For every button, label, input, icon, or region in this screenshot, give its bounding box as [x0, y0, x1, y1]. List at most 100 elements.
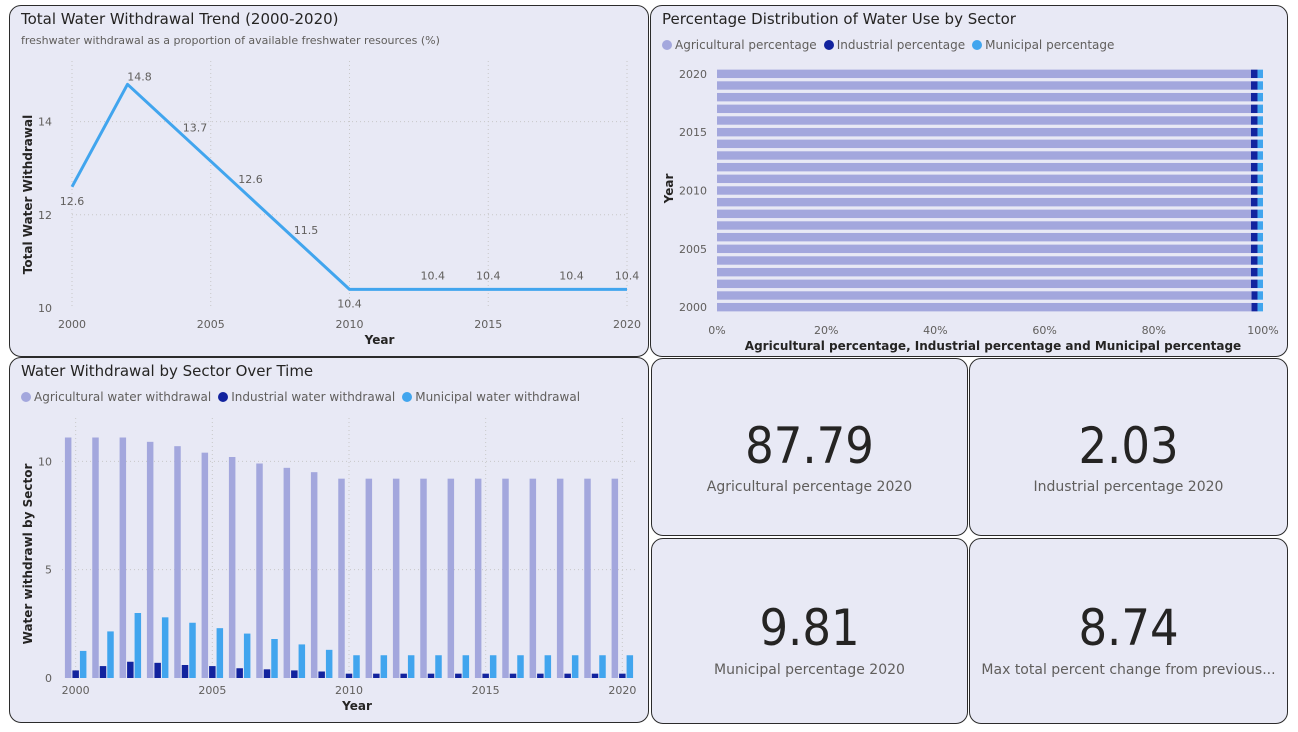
x-tick-label: 60% — [1032, 324, 1056, 337]
column-bar — [392, 478, 400, 678]
column-bar — [474, 478, 482, 678]
column-bar — [291, 670, 298, 678]
column-bar — [228, 457, 236, 678]
kpi-card-agricultural[interactable]: 87.79 Agricultural percentage 2020 — [651, 358, 968, 536]
column-bar — [447, 478, 455, 678]
column-bar — [189, 622, 196, 678]
column-bar — [537, 673, 544, 678]
bar-segment — [1250, 209, 1258, 219]
column-bar — [626, 655, 634, 678]
sector-title: Water Withdrawal by Sector Over Time — [21, 362, 314, 380]
legend-item-industrial-percentage[interactable]: Industrial percentage — [823, 38, 965, 52]
y-tick-label: 2000 — [679, 301, 707, 314]
column-bar — [154, 662, 161, 678]
point-label: 10.4 — [337, 297, 362, 310]
kpi-label: Max total percent change from previous..… — [981, 662, 1276, 678]
bar-segment — [717, 279, 1251, 289]
bar-segment — [1257, 174, 1263, 184]
kpi-value: 2.03 — [1078, 417, 1179, 475]
legend-label: Municipal water withdrawal — [415, 390, 581, 404]
sector-column-chart[interactable]: 0 5 10 2000 2005 2010 2015 2020 Year Water withdr… — [10, 358, 648, 722]
x-tick-label: 40% — [923, 324, 947, 337]
column-bar — [79, 650, 87, 678]
column-bar — [353, 655, 360, 678]
y-axis-title: Water withdrawl by Sector — [21, 464, 35, 645]
distribution-legend: Agricultural percentage Industrial perce… — [662, 38, 1114, 52]
bar-segment — [1257, 81, 1263, 90]
legend-item-industrial-withdrawal[interactable]: Industrial water withdrawal — [218, 390, 395, 404]
column-bar — [209, 666, 216, 678]
legend-item-municipal-percentage[interactable]: Municipal percentage — [972, 38, 1114, 52]
kpi-card-industrial[interactable]: 2.03 Industrial percentage 2020 — [969, 358, 1288, 536]
legend-item-agricultural-percentage[interactable]: Agricultural percentage — [662, 38, 817, 52]
x-tick-label: 0% — [708, 324, 725, 337]
trend-card[interactable]: Total Water Withdrawal Trend (2000-2020)… — [9, 5, 649, 357]
column-bar — [216, 628, 224, 678]
legend-label: Industrial water withdrawal — [231, 390, 396, 404]
sector-card[interactable]: Water Withdrawal by Sector Over Time Agr… — [9, 357, 649, 723]
column-bar — [201, 452, 209, 678]
legend-dot-municipal — [972, 40, 983, 50]
bar-segment — [1257, 139, 1263, 149]
column-bar — [119, 437, 127, 678]
distribution-bar-chart[interactable]: 0% 20% 40% 60% 80% 100% 2000 2005 2010 2015 2020 Ag… — [651, 6, 1287, 356]
column-bar — [99, 666, 107, 678]
column-bar — [544, 655, 552, 678]
x-axis-title: Agricultural percentage, Industrial perc… — [745, 339, 1241, 353]
column-bar — [365, 478, 373, 678]
y-tick-label: 2020 — [679, 68, 707, 81]
legend-item-agricultural-withdrawal[interactable]: Agricultural water withdrawal — [21, 390, 211, 404]
column-bar — [127, 661, 134, 678]
point-label: 10.4 — [615, 269, 640, 282]
kpi-value: 87.79 — [745, 417, 874, 475]
x-tick-label: 2015 — [474, 318, 502, 331]
column-bar — [256, 463, 263, 678]
bar-segment — [717, 221, 1251, 230]
bar-segment — [1250, 279, 1258, 289]
bar-segment — [1250, 116, 1258, 125]
distribution-card[interactable]: Percentage Distribution of Water Use by … — [650, 5, 1288, 357]
bar-segment — [1250, 221, 1258, 230]
bar-segment — [717, 186, 1251, 195]
bar-segment — [1257, 267, 1263, 277]
legend-dot-municipal — [402, 392, 413, 402]
bar-segment — [1257, 186, 1263, 195]
column-bar — [92, 437, 99, 678]
kpi-label: Municipal percentage 2020 — [714, 662, 905, 678]
bar-segment — [717, 244, 1251, 254]
bar-segment — [717, 209, 1251, 219]
y-tick-label: 2005 — [679, 243, 707, 256]
legend-dot-industrial — [823, 40, 834, 50]
point-label: 12.6 — [60, 195, 85, 208]
legend-label: Agricultural percentage — [675, 38, 817, 52]
column-bar — [161, 617, 169, 678]
bar-segment — [1257, 221, 1263, 230]
column-bar — [271, 639, 278, 678]
column-bar — [298, 644, 306, 678]
x-axis-title: Year — [364, 333, 395, 347]
bar-segment — [1250, 69, 1258, 79]
column-bar — [529, 478, 537, 678]
kpi-value: 9.81 — [759, 599, 860, 657]
y-axis-title: Total Water Withdrawal — [21, 115, 35, 274]
bar-segment — [1250, 127, 1258, 137]
bar-segment — [1257, 209, 1263, 219]
legend-dot-industrial — [218, 392, 229, 402]
y-tick-label: 2015 — [679, 126, 707, 139]
bar-segment — [1257, 127, 1263, 137]
column-bar — [181, 665, 189, 678]
bar-segment — [717, 302, 1252, 312]
y-tick-label: 14 — [38, 116, 52, 129]
legend-item-municipal-withdrawal[interactable]: Municipal water withdrawal — [402, 390, 580, 404]
kpi-card-municipal[interactable]: 9.81 Municipal percentage 2020 — [651, 538, 968, 724]
distribution-title: Percentage Distribution of Water Use by … — [662, 10, 1016, 28]
bar-segment — [717, 197, 1251, 207]
kpi-card-max-change[interactable]: 8.74 Max total percent change from previ… — [969, 538, 1288, 724]
column-bar — [509, 673, 517, 678]
column-bar — [517, 655, 524, 678]
bar-segment — [1257, 232, 1263, 242]
bar-segment — [1257, 116, 1263, 125]
bar-segment — [717, 69, 1251, 79]
column-bar — [482, 673, 489, 678]
